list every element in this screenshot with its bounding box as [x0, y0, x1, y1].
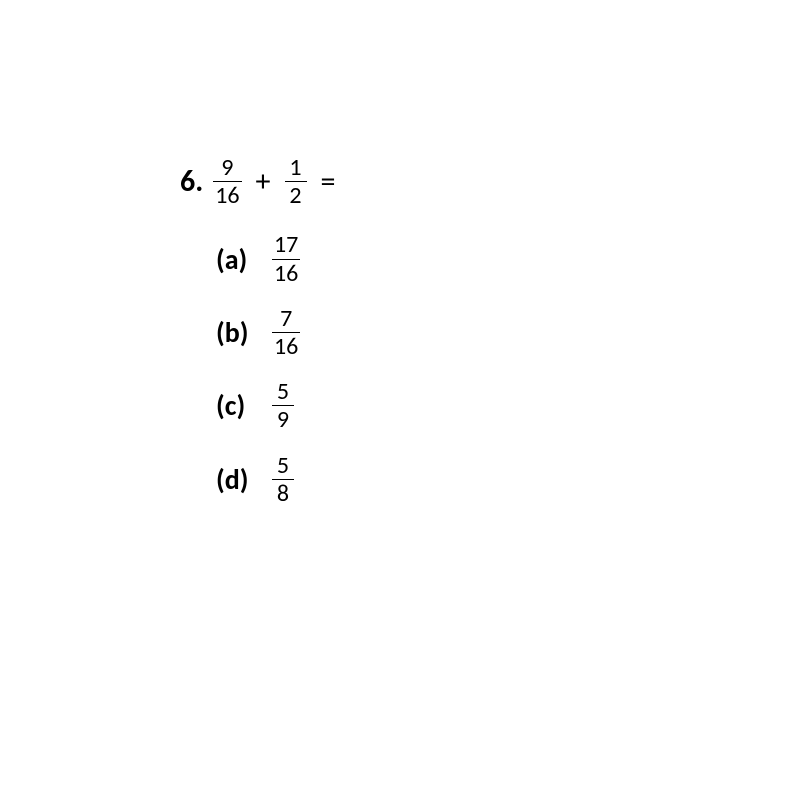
fraction-1-numerator: 9 [219, 155, 235, 181]
option-a-numerator: 17 [272, 232, 300, 258]
option-a-fraction: 17 16 [272, 232, 300, 285]
fraction-2-numerator: 1 [287, 155, 303, 181]
fraction-2: 1 2 [285, 155, 307, 208]
option-d-numerator: 5 [275, 453, 291, 479]
option-b-denominator: 16 [272, 333, 300, 359]
options-list: (a) 17 16 (b) 7 16 (c) 5 9 (d) [216, 232, 335, 506]
option-a-label: (a) [216, 242, 258, 277]
option-c-label: (c) [216, 388, 258, 423]
question-expression: 6. 9 16 + 1 2 = [180, 155, 335, 208]
option-d-fraction: 5 8 [272, 453, 294, 506]
equals-sign: = [321, 163, 336, 200]
option-a: (a) 17 16 [216, 232, 335, 285]
option-b-fraction: 7 16 [272, 306, 300, 359]
option-d-label: (d) [216, 462, 258, 497]
operator-plus: + [256, 163, 271, 200]
option-c: (c) 5 9 [216, 379, 335, 432]
question-number: 6. [180, 163, 203, 200]
option-b-label: (b) [216, 315, 258, 350]
option-d-denominator: 8 [275, 480, 291, 506]
option-c-denominator: 9 [275, 406, 291, 432]
option-c-numerator: 5 [275, 379, 291, 405]
option-b: (b) 7 16 [216, 306, 335, 359]
fraction-2-denominator: 2 [287, 182, 303, 208]
math-question: 6. 9 16 + 1 2 = (a) 17 16 (b) 7 [180, 155, 335, 526]
option-d: (d) 5 8 [216, 453, 335, 506]
option-b-numerator: 7 [278, 306, 294, 332]
option-c-fraction: 5 9 [272, 379, 294, 432]
fraction-1: 9 16 [213, 155, 241, 208]
fraction-1-denominator: 16 [213, 182, 241, 208]
option-a-denominator: 16 [272, 260, 300, 286]
